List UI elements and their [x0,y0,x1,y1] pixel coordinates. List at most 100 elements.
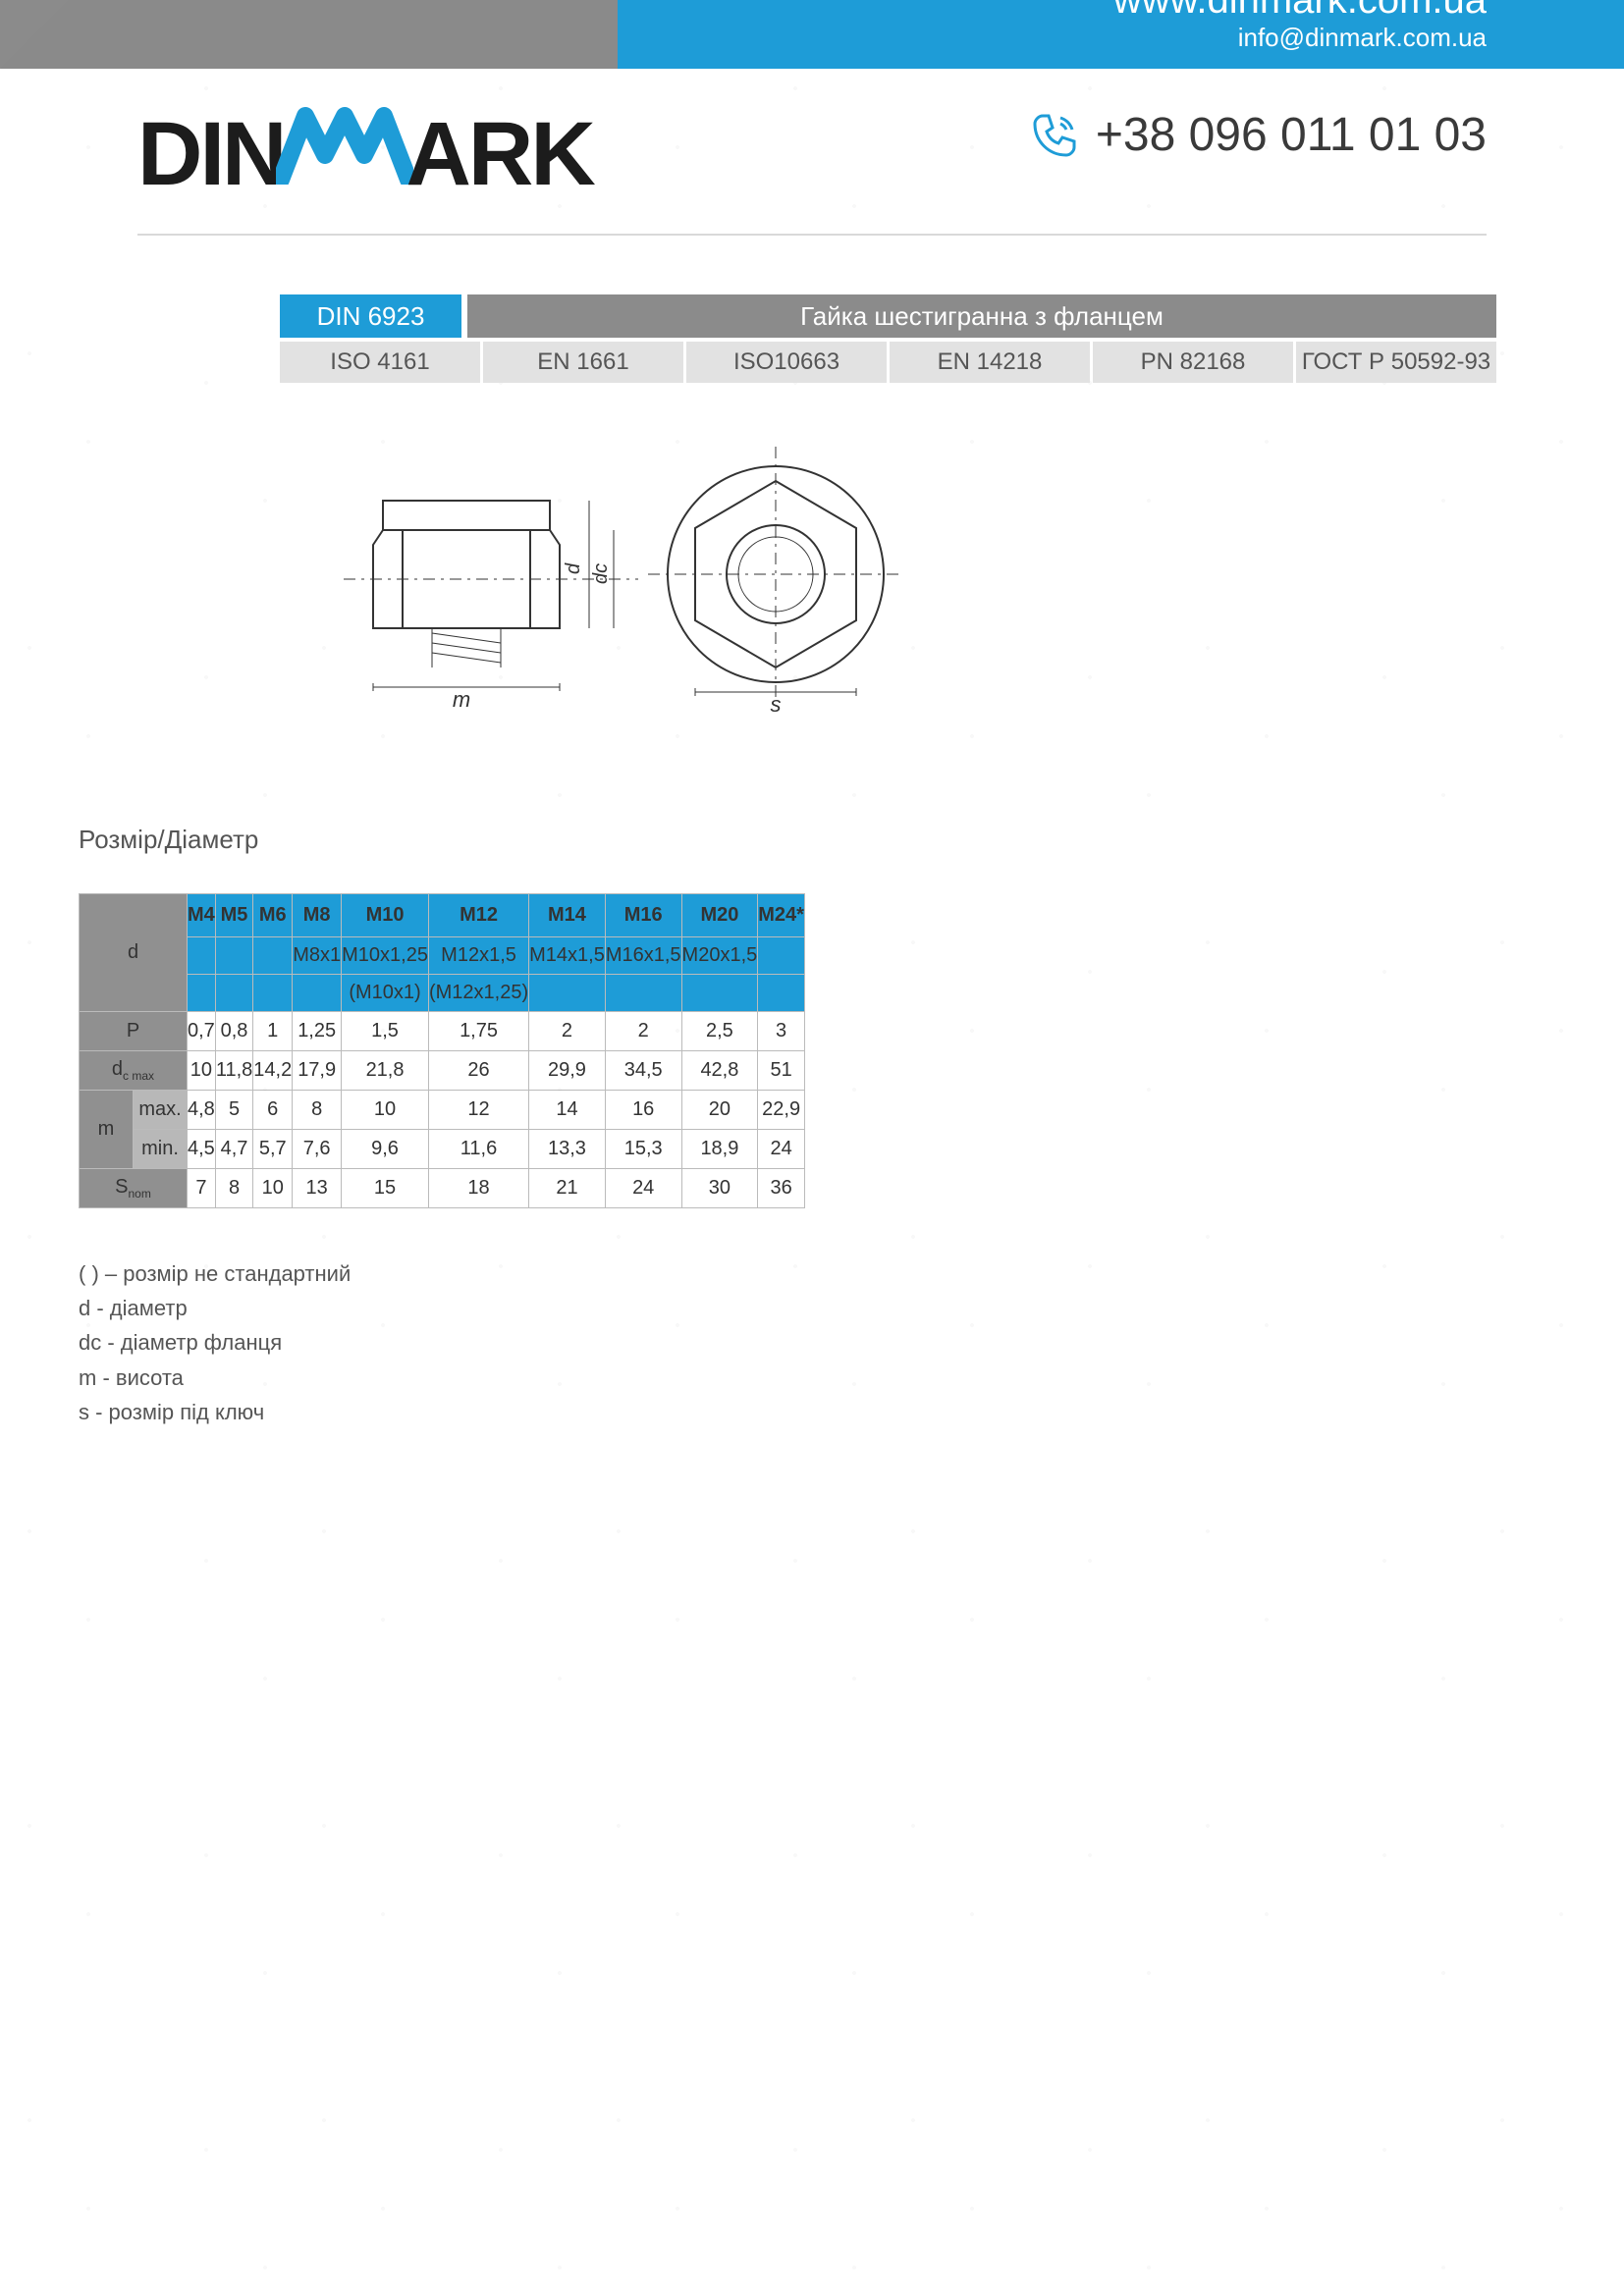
data-cell: 18 [428,1169,528,1208]
finepitch2-cell [188,975,216,1012]
finepitch2-cell [215,975,252,1012]
data-cell: 2 [529,1012,606,1051]
data-cell: 20 [681,1091,758,1130]
row-label: Snom [80,1169,188,1208]
data-cell: 12 [428,1091,528,1130]
data-cell: 5 [215,1091,252,1130]
data-cell: 21 [529,1169,606,1208]
finepitch2-cell [253,975,293,1012]
data-cell: 4,7 [215,1130,252,1169]
data-cell: 11,6 [428,1130,528,1169]
finepitch2-cell [605,975,681,1012]
finepitch2-cell [681,975,758,1012]
data-cell: 7 [188,1169,216,1208]
data-cell: 1 [253,1012,293,1051]
logo-text-pre: DIN [137,103,284,206]
standard-cell: ISO 4161 [280,342,480,383]
size-header: M16 [605,894,681,937]
data-cell: 4,8 [188,1091,216,1130]
data-cell: 36 [758,1169,805,1208]
data-cell: 15,3 [605,1130,681,1169]
data-cell: 34,5 [605,1051,681,1091]
data-cell: 22,9 [758,1091,805,1130]
legend-line: ( ) – розмір не стандартний [79,1256,351,1291]
finepitch-cell [188,937,216,975]
data-cell: 2,5 [681,1012,758,1051]
data-cell: 17,9 [293,1051,342,1091]
data-cell: 29,9 [529,1051,606,1091]
legend-line: m - висота [79,1361,351,1395]
logo-m-icon [276,106,413,185]
data-cell: 30 [681,1169,758,1208]
finepitch-cell: M20x1,5 [681,937,758,975]
data-cell: 1,75 [428,1012,528,1051]
phone-icon [1031,112,1078,159]
data-cell: 11,8 [215,1051,252,1091]
finepitch-cell: M8x1 [293,937,342,975]
size-header: M5 [215,894,252,937]
footer: www.dinmark.com.ua info@dinmark.com.ua [0,0,1624,69]
size-header: M20 [681,894,758,937]
data-cell: 51 [758,1051,805,1091]
data-cell: 13,3 [529,1130,606,1169]
data-cell: 14,2 [253,1051,293,1091]
row-label: dc max [80,1051,188,1091]
data-cell: 42,8 [681,1051,758,1091]
footer-email: info@dinmark.com.ua [1113,23,1487,53]
footer-url: www.dinmark.com.ua [1113,0,1487,23]
legend-line: d - діаметр [79,1291,351,1325]
finepitch2-cell [529,975,606,1012]
finepitch-cell: M12x1,5 [428,937,528,975]
din-badge: DIN 6923 [280,294,461,338]
standard-cell: ГОСТ Р 50592-93 [1296,342,1496,383]
legend: ( ) – розмір не стандартнийd - діаметрdc… [79,1256,351,1429]
legend-line: s - розмір під ключ [79,1395,351,1429]
specification-table: dM4M5M6M8M10M12M14M16M20M24*M8x1M10x1,25… [79,893,805,1208]
row-sublabel: min. [134,1130,188,1169]
standard-cell: EN 1661 [483,342,683,383]
standard-cell: EN 14218 [890,342,1090,383]
size-header: M6 [253,894,293,937]
finepitch-cell [758,937,805,975]
finepitch-cell: M14x1,5 [529,937,606,975]
data-cell: 21,8 [342,1051,429,1091]
finepitch-cell: M16x1,5 [605,937,681,975]
data-cell: 6 [253,1091,293,1130]
data-cell: 26 [428,1051,528,1091]
data-cell: 1,5 [342,1012,429,1051]
data-cell: 7,6 [293,1130,342,1169]
data-cell: 18,9 [681,1130,758,1169]
data-cell: 0,7 [188,1012,216,1051]
finepitch-cell [253,937,293,975]
dim-m-label: m [453,687,470,712]
logo-text-post: ARK [406,103,592,206]
header-divider [137,234,1487,236]
table-corner-d: d [80,894,188,1012]
product-title: Гайка шестигранна з фланцем [467,294,1496,338]
row-label: m [80,1091,134,1169]
data-cell: 3 [758,1012,805,1051]
data-cell: 8 [293,1091,342,1130]
data-cell: 10 [188,1051,216,1091]
dim-d-label: d [563,562,584,574]
phone-contact: +38 096 011 01 03 [1031,108,1487,162]
data-cell: 16 [605,1091,681,1130]
data-cell: 8 [215,1169,252,1208]
logo: DIN ARK [137,103,593,206]
data-cell: 24 [605,1169,681,1208]
data-cell: 13 [293,1169,342,1208]
data-cell: 2 [605,1012,681,1051]
size-header: M8 [293,894,342,937]
finepitch2-cell [293,975,342,1012]
data-cell: 0,8 [215,1012,252,1051]
data-cell: 10 [253,1169,293,1208]
dim-s-label: s [771,692,782,717]
size-header: M4 [188,894,216,937]
finepitch2-cell: (M10x1) [342,975,429,1012]
dim-dc-label: dc [590,563,612,584]
row-sublabel: max. [134,1091,188,1130]
standards-row: ISO 4161EN 1661ISO10663EN 14218PN 82168Г… [280,342,1496,383]
legend-line: dc - діаметр фланця [79,1325,351,1360]
size-header: M24* [758,894,805,937]
data-cell: 15 [342,1169,429,1208]
